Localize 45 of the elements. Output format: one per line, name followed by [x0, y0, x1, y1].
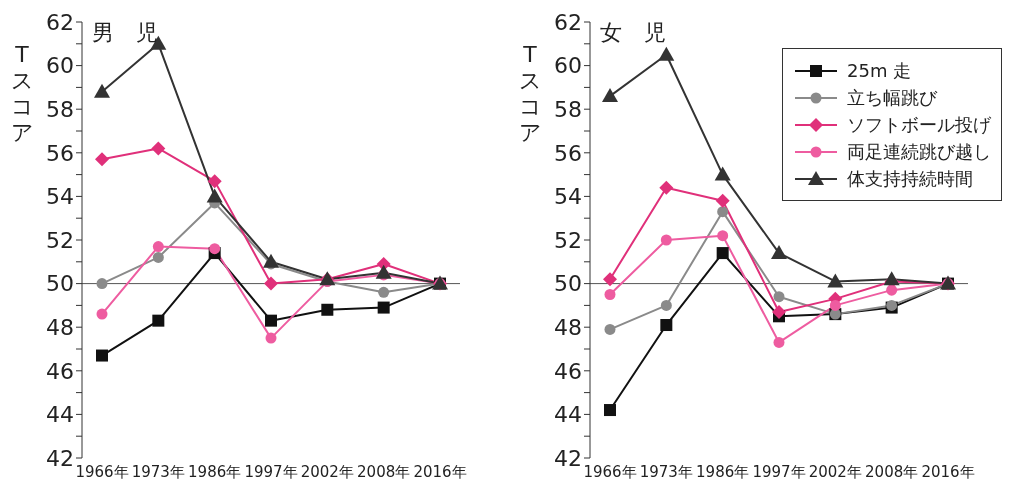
y-tick-label: 50: [554, 271, 582, 297]
y-tick-label: 62: [46, 9, 74, 35]
y-tick-label: 58: [46, 97, 74, 123]
legend-label: ソフトボール投げ: [847, 113, 991, 137]
chart-title: 男 児: [92, 19, 158, 47]
x-tick-label: 2002年: [300, 462, 354, 481]
legend-label: 立ち幅跳び: [847, 86, 937, 110]
legend-label: 25m 走: [847, 59, 912, 83]
y-tick-label: 46: [554, 358, 582, 384]
x-tick-label: 1986年: [696, 462, 750, 481]
x-tick-label: 2008年: [865, 462, 919, 481]
y-tick-label: 58: [554, 97, 582, 123]
x-tick-label: 1973年: [639, 462, 693, 481]
chart-title: 女 児: [600, 19, 666, 47]
x-tick-label: 1986年: [188, 462, 242, 481]
y-tick-label: 56: [46, 140, 74, 166]
y-tick-label: 52: [554, 227, 582, 253]
y-tick-label: 50: [46, 271, 74, 297]
y-tick-label: 54: [554, 184, 582, 210]
y-tick-label: 54: [46, 184, 74, 210]
x-tick-label: 1966年: [75, 462, 129, 481]
legend-label: 体支持持続時間: [847, 167, 973, 191]
x-tick-label: 2008年: [357, 462, 411, 481]
x-tick-label: 2016年: [921, 462, 975, 481]
y-tick-label: 48: [554, 315, 582, 341]
y-tick-label: 62: [554, 9, 582, 35]
x-tick-label: 1997年: [752, 462, 806, 481]
x-tick-label: 2016年: [413, 462, 467, 481]
y-axis-title: Tスコア: [518, 42, 542, 146]
x-tick-label: 1973年: [131, 462, 185, 481]
y-tick-label: 44: [46, 402, 74, 428]
x-tick-label: 1966年: [583, 462, 637, 481]
x-tick-label: 2002年: [808, 462, 862, 481]
y-tick-label: 48: [46, 315, 74, 341]
y-axis-title: Tスコア: [10, 42, 34, 146]
y-tick-label: 42: [554, 445, 582, 471]
legend-label: 両足連続跳び越し: [847, 140, 991, 164]
y-tick-label: 60: [46, 53, 74, 79]
y-tick-label: 42: [46, 445, 74, 471]
x-tick-label: 1997年: [244, 462, 298, 481]
y-tick-label: 52: [46, 227, 74, 253]
y-tick-label: 46: [46, 358, 74, 384]
y-tick-label: 56: [554, 140, 582, 166]
y-tick-label: 60: [554, 53, 582, 79]
y-tick-label: 44: [554, 402, 582, 428]
